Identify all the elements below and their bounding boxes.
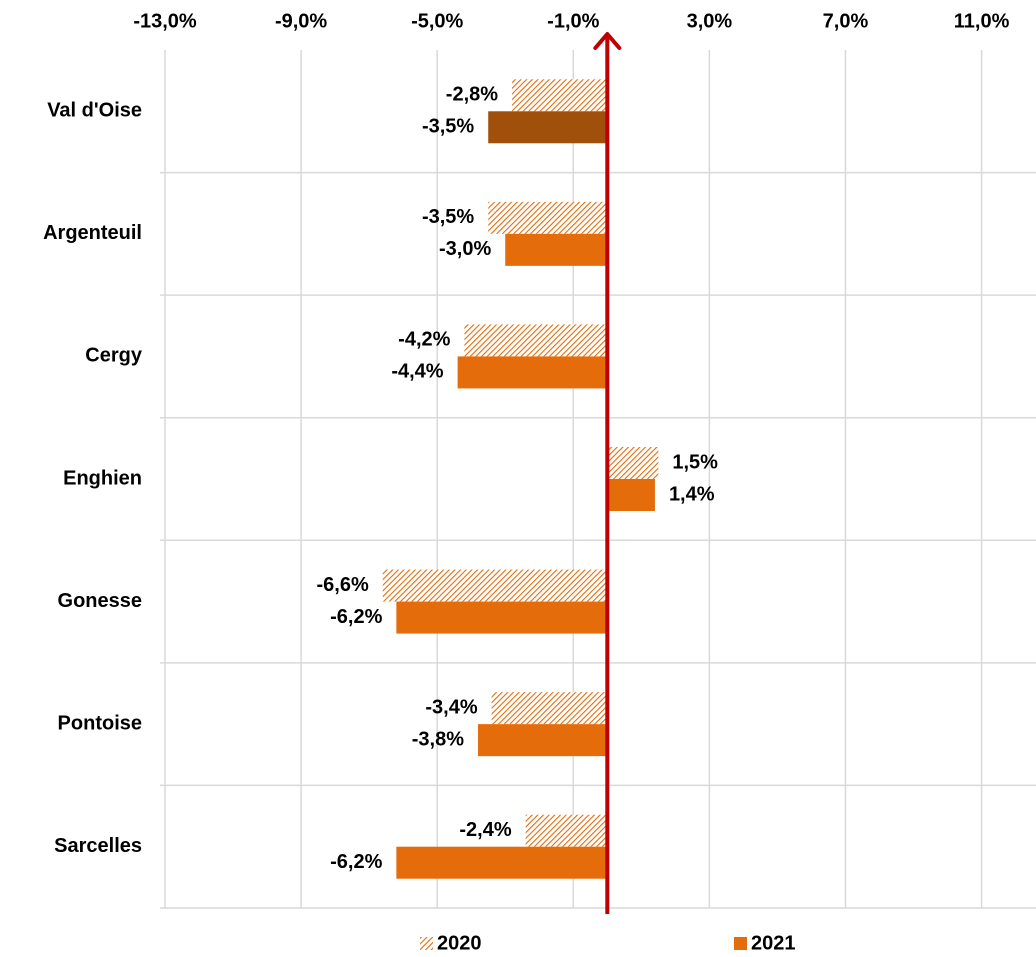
legend-label: 2020	[437, 932, 482, 954]
data-label: -3,0%	[439, 238, 491, 260]
data-label: -3,5%	[422, 116, 474, 138]
bar	[457, 356, 608, 389]
data-label: -6,6%	[317, 574, 369, 596]
bar	[396, 846, 608, 879]
bar	[512, 79, 608, 112]
data-label: 1,4%	[669, 483, 715, 505]
data-label: -3,8%	[412, 728, 464, 750]
bar	[505, 233, 608, 266]
bar	[525, 814, 608, 847]
y-tick-label: Val d'Oise	[47, 100, 142, 122]
bar	[488, 201, 608, 234]
x-tick-label: -5,0%	[411, 10, 463, 32]
bar	[607, 479, 655, 511]
data-label: -4,2%	[398, 329, 450, 351]
bar	[488, 111, 608, 144]
legend-swatch	[420, 937, 433, 950]
data-label: -2,4%	[459, 819, 511, 841]
zero-arrowhead	[593, 32, 622, 50]
bar	[396, 601, 608, 634]
x-tick-label: 3,0%	[687, 10, 733, 32]
y-tick-label: Argenteuil	[43, 222, 142, 244]
data-label: 1,5%	[672, 451, 718, 473]
x-tick-label: -13,0%	[133, 10, 197, 32]
data-label: -2,8%	[446, 84, 498, 106]
data-label: -4,4%	[391, 361, 443, 383]
legend-label: 2021	[751, 932, 796, 954]
y-tick-label: Enghien	[63, 467, 142, 489]
x-tick-label: -1,0%	[547, 10, 599, 32]
bar	[491, 692, 608, 725]
bar	[464, 324, 608, 357]
bar	[607, 447, 659, 479]
y-tick-label: Cergy	[85, 345, 143, 367]
bar	[382, 569, 608, 602]
x-tick-label: -9,0%	[275, 10, 327, 32]
x-tick-label: 7,0%	[823, 10, 869, 32]
y-tick-label: Gonesse	[58, 590, 142, 612]
y-tick-label: Sarcelles	[54, 835, 142, 857]
bar	[478, 724, 608, 757]
data-label: -3,4%	[425, 696, 477, 718]
x-tick-label: 11,0%	[954, 10, 1010, 32]
y-tick-label: Pontoise	[58, 712, 142, 734]
data-label: -3,5%	[422, 206, 474, 228]
data-label: -6,2%	[330, 606, 382, 628]
legend-swatch	[734, 937, 747, 950]
data-label: -6,2%	[330, 851, 382, 873]
